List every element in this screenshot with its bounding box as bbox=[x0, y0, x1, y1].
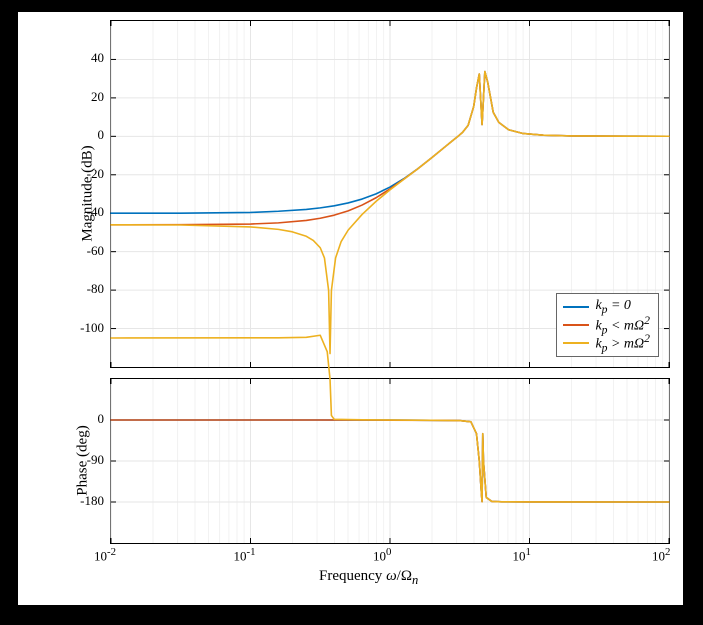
mag-ytick: -100 bbox=[80, 320, 104, 336]
magnitude-axes: kp = 0kp < mΩ2kp > mΩ2 bbox=[110, 20, 670, 368]
phase-ytick: 0 bbox=[98, 411, 105, 427]
mag-ytick: -80 bbox=[87, 281, 104, 297]
legend: kp = 0kp < mΩ2kp > mΩ2 bbox=[556, 293, 659, 357]
mag-ytick: -60 bbox=[87, 243, 104, 259]
mag-ytick: 20 bbox=[91, 89, 104, 105]
xtick: 10-1 bbox=[234, 546, 256, 564]
legend-swatch bbox=[563, 306, 589, 308]
legend-item: kp > mΩ2 bbox=[563, 334, 650, 352]
mag-ytick: -40 bbox=[87, 204, 104, 220]
legend-swatch bbox=[563, 324, 589, 326]
magnitude-ylabel: Magnitude (dB) bbox=[80, 145, 97, 241]
xtick: 101 bbox=[513, 546, 531, 564]
phase-ytick: -180 bbox=[80, 493, 104, 509]
phase-ytick: -90 bbox=[87, 452, 104, 468]
mag-ytick: 0 bbox=[98, 127, 105, 143]
phase-plot bbox=[111, 379, 669, 543]
mag-ytick: -20 bbox=[87, 166, 104, 182]
xtick: 100 bbox=[373, 546, 391, 564]
figure: kp = 0kp < mΩ2kp > mΩ2 Magnitude (dB) Ph… bbox=[18, 12, 683, 605]
phase-axes bbox=[110, 378, 670, 544]
mag-ytick: 40 bbox=[91, 50, 104, 66]
legend-swatch bbox=[563, 342, 589, 344]
xtick: 10-2 bbox=[94, 546, 116, 564]
frequency-xlabel: Frequency ω/Ωn bbox=[319, 568, 418, 588]
legend-label: kp > mΩ2 bbox=[595, 332, 650, 354]
xtick: 102 bbox=[652, 546, 670, 564]
